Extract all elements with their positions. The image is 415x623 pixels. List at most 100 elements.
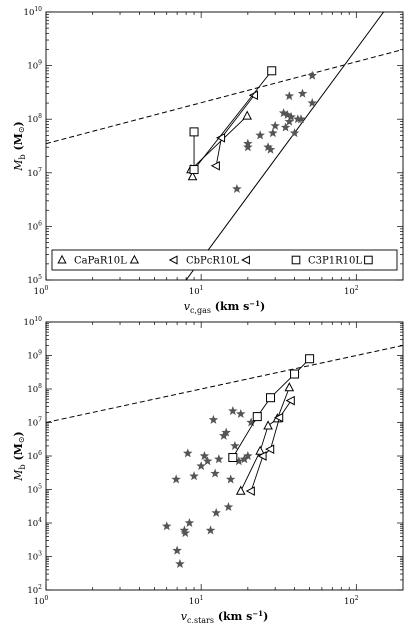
star-data-point bbox=[255, 130, 265, 140]
star-data-point bbox=[223, 502, 234, 512]
series-track-C3P1R10L bbox=[193, 70, 273, 171]
star-data-point bbox=[171, 474, 181, 484]
axes-frame bbox=[45, 11, 404, 281]
star-data-point bbox=[225, 474, 236, 484]
y-tick-label: 105 bbox=[27, 274, 42, 286]
y-tick-label: 103 bbox=[27, 551, 42, 563]
series-point-CbPcR10L bbox=[245, 486, 255, 496]
y-tick-label: 107 bbox=[27, 417, 42, 429]
y-axis-label: Mb (M⊙) bbox=[12, 121, 27, 172]
series-point-CbPcR10L bbox=[274, 412, 284, 423]
legend-marker-CbPcR10L bbox=[241, 255, 250, 265]
y-tick-label: 1010 bbox=[24, 316, 43, 328]
star-data-point bbox=[239, 454, 250, 464]
x-axis-label: vc,stars (km s−1) bbox=[181, 609, 269, 623]
star-data-point bbox=[214, 454, 224, 464]
star-data-point bbox=[196, 461, 206, 471]
star-data-point bbox=[180, 528, 191, 538]
star-data-point bbox=[172, 545, 182, 555]
y-tick-label: 107 bbox=[27, 167, 42, 179]
x-tick-label: 102 bbox=[344, 285, 359, 297]
fit-line-solid bbox=[185, 12, 385, 280]
legend-box bbox=[51, 249, 398, 271]
star-data-point bbox=[270, 120, 280, 130]
star-data-point bbox=[307, 98, 317, 108]
series-point-C3P1R10L bbox=[189, 165, 199, 175]
series-point-C3P1R10L bbox=[305, 354, 315, 364]
y-tick-label: 1010 bbox=[24, 6, 43, 18]
star-data-point bbox=[202, 456, 213, 466]
star-data-point bbox=[199, 451, 210, 461]
legend-marker-CbPcR10L bbox=[168, 255, 178, 265]
plot-area bbox=[46, 12, 403, 280]
star-data-point bbox=[175, 558, 185, 568]
series-point-CaPaR10L bbox=[284, 382, 295, 392]
series-track-CaPaR10L bbox=[240, 387, 290, 492]
y-axis-label: Mb (M⊙) bbox=[12, 431, 27, 482]
star-data-point bbox=[243, 142, 253, 152]
star-data-point bbox=[268, 128, 278, 138]
y-tick-label: 105 bbox=[27, 484, 42, 496]
x-tick-label: 100 bbox=[34, 285, 49, 297]
star-data-point bbox=[228, 406, 238, 416]
y-tick-label: 102 bbox=[27, 584, 42, 596]
series-point-CaPaR10L bbox=[242, 110, 252, 120]
star-data-point bbox=[280, 122, 291, 132]
reference-line-dashed bbox=[46, 48, 403, 145]
star-data-point bbox=[232, 183, 242, 193]
legend-marker-CaPaR10L bbox=[129, 254, 140, 264]
series-point-CbPcR10L bbox=[285, 395, 295, 406]
x-tick-label: 100 bbox=[34, 595, 49, 607]
star-data-point bbox=[161, 521, 172, 531]
top-panel: 100 101 102 105 106 107 108 109 1010 vc,gas (km s… bbox=[12, 6, 404, 315]
legend-marker-C3P1R10L bbox=[291, 255, 301, 265]
star-data-point bbox=[289, 128, 300, 138]
star-data-point bbox=[278, 108, 289, 118]
star-data-point bbox=[243, 451, 253, 461]
series-point-CbPcR10L bbox=[265, 444, 275, 454]
series-point-C3P1R10L bbox=[252, 412, 262, 422]
star-data-point bbox=[189, 471, 199, 481]
star-data-point bbox=[282, 109, 293, 119]
series-track-CbPcR10L bbox=[215, 94, 255, 166]
series-point-CbPcR10L bbox=[210, 160, 220, 171]
star-data-point bbox=[296, 114, 306, 124]
series-point-CaPaR10L bbox=[255, 445, 265, 455]
star-data-point bbox=[307, 70, 317, 80]
series-point-C3P1R10L bbox=[266, 393, 276, 403]
star-data-point bbox=[243, 138, 253, 148]
series-point-CaPaR10L bbox=[187, 171, 198, 181]
star-data-point bbox=[284, 116, 295, 126]
series-point-C3P1R10L bbox=[189, 127, 199, 137]
legend-label: CaPaR10L bbox=[74, 256, 127, 267]
legend-label: CbPcR10L bbox=[186, 256, 240, 267]
star-data-point bbox=[211, 507, 221, 517]
y-tick-label: 106 bbox=[27, 220, 42, 232]
x-axis-label: vc,gas (km s−1) bbox=[184, 299, 266, 315]
legend-label: C3P1R10L bbox=[308, 256, 362, 267]
star-data-point bbox=[263, 142, 273, 152]
star-data-point bbox=[286, 111, 296, 122]
plot-area bbox=[46, 344, 403, 568]
star-data-point bbox=[230, 440, 240, 450]
y-tick-label: 108 bbox=[27, 383, 42, 395]
y-tick-label: 109 bbox=[27, 350, 42, 362]
bottom-panel: 100 101 102 102 103 104 105 106 107 108 109 1010 vc,… bbox=[12, 316, 404, 623]
series-point-CaPaR10L bbox=[263, 420, 273, 430]
star-data-point bbox=[210, 468, 220, 478]
star-data-point bbox=[221, 427, 231, 437]
star-data-point bbox=[179, 525, 190, 535]
series-point-C3P1R10L bbox=[290, 369, 300, 379]
x-tick-label: 101 bbox=[189, 595, 204, 607]
star-data-point bbox=[246, 417, 256, 427]
star-data-point bbox=[205, 525, 216, 535]
star-data-point bbox=[234, 456, 244, 466]
series-point-C3P1R10L bbox=[228, 453, 238, 463]
star-data-point bbox=[297, 88, 308, 98]
x-tick-label: 101 bbox=[189, 285, 204, 297]
reference-line-dashed bbox=[46, 344, 403, 423]
star-data-point bbox=[236, 408, 246, 418]
series-point-CaPaR10L bbox=[235, 485, 246, 495]
star-data-point bbox=[184, 518, 195, 528]
